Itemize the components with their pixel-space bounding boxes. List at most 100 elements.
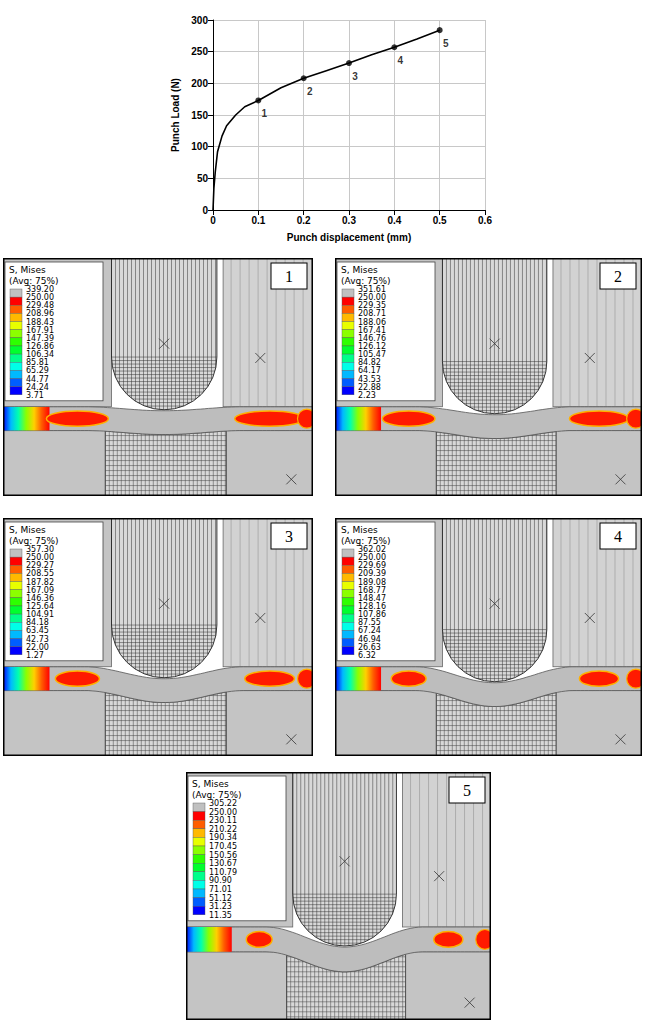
svg-text:146.76: 146.76 (358, 333, 386, 343)
svg-text:208.55: 208.55 (26, 569, 54, 579)
svg-text:167.41: 167.41 (358, 325, 386, 335)
svg-text:105.47: 105.47 (358, 350, 386, 360)
svg-text:3: 3 (352, 71, 358, 82)
svg-text:67.24: 67.24 (358, 626, 381, 636)
svg-text:(Avg: 75%): (Avg: 75%) (9, 536, 59, 546)
svg-text:300: 300 (191, 15, 208, 26)
svg-text:0.2: 0.2 (297, 215, 311, 226)
svg-text:229.27: 229.27 (26, 561, 54, 571)
svg-text:200: 200 (191, 78, 208, 89)
svg-text:3.71: 3.71 (26, 391, 44, 400)
svg-text:1: 1 (262, 108, 268, 119)
svg-text:90.90: 90.90 (209, 876, 232, 886)
svg-text:229.48: 229.48 (26, 301, 54, 311)
svg-text:1: 1 (285, 268, 293, 285)
svg-text:24.24: 24.24 (26, 382, 49, 392)
svg-text:Punch displacement (mm): Punch displacement (mm) (287, 232, 411, 243)
svg-text:65.29: 65.29 (26, 366, 49, 376)
svg-text:46.94: 46.94 (358, 634, 381, 644)
svg-text:(Avg: 75%): (Avg: 75%) (192, 790, 242, 800)
svg-text:S, Mises: S, Mises (341, 525, 378, 535)
svg-text:210.22: 210.22 (209, 824, 237, 834)
svg-text:84.18: 84.18 (26, 618, 49, 628)
svg-text:146.36: 146.36 (26, 593, 54, 603)
svg-text:250: 250 (191, 46, 208, 57)
svg-text:3: 3 (285, 528, 293, 545)
svg-text:100: 100 (191, 141, 208, 152)
svg-text:230.11: 230.11 (209, 816, 237, 826)
svg-text:11.35: 11.35 (209, 911, 232, 920)
svg-text:0.1: 0.1 (251, 215, 265, 226)
svg-text:189.08: 189.08 (358, 577, 386, 587)
svg-text:0: 0 (210, 215, 216, 226)
svg-text:S, Mises: S, Mises (9, 525, 46, 535)
svg-text:50: 50 (197, 173, 209, 184)
svg-text:188.43: 188.43 (26, 317, 54, 327)
svg-text:22.00: 22.00 (26, 642, 49, 652)
svg-text:250.00: 250.00 (26, 553, 54, 563)
svg-text:0.3: 0.3 (342, 215, 356, 226)
svg-text:(Avg: 75%): (Avg: 75%) (341, 276, 391, 286)
svg-text:63.45: 63.45 (26, 626, 49, 636)
svg-text:150.56: 150.56 (209, 850, 237, 860)
svg-text:64.17: 64.17 (358, 366, 381, 376)
svg-text:148.47: 148.47 (358, 593, 386, 603)
svg-text:4: 4 (614, 528, 622, 545)
svg-text:S, Mises: S, Mises (341, 265, 378, 275)
svg-text:22.88: 22.88 (358, 382, 381, 392)
svg-text:250.00: 250.00 (358, 293, 386, 303)
svg-text:85.81: 85.81 (26, 358, 49, 368)
svg-text:126.12: 126.12 (358, 342, 386, 351)
svg-text:2: 2 (307, 86, 313, 97)
svg-text:0: 0 (202, 205, 208, 216)
svg-text:190.34: 190.34 (209, 833, 237, 843)
svg-text:126.86: 126.86 (26, 342, 54, 351)
svg-text:209.39: 209.39 (358, 569, 386, 579)
svg-text:87.55: 87.55 (358, 618, 381, 628)
svg-text:339.20: 339.20 (26, 285, 54, 294)
svg-text:104.91: 104.91 (26, 610, 54, 620)
svg-text:357.30: 357.30 (26, 545, 54, 554)
svg-text:208.71: 208.71 (358, 309, 386, 319)
svg-text:208.96: 208.96 (26, 309, 54, 319)
svg-text:31.23: 31.23 (209, 902, 232, 912)
svg-text:(Avg: 75%): (Avg: 75%) (341, 536, 391, 546)
svg-text:147.39: 147.39 (26, 333, 54, 343)
svg-text:130.67: 130.67 (209, 859, 237, 869)
svg-text:51.12: 51.12 (209, 893, 232, 903)
svg-text:6.32: 6.32 (358, 651, 376, 660)
svg-text:188.06: 188.06 (358, 317, 386, 327)
svg-text:4: 4 (398, 55, 404, 66)
svg-text:84.82: 84.82 (358, 358, 381, 368)
svg-text:Punch Load (N): Punch Load (N) (170, 78, 181, 152)
svg-text:0.4: 0.4 (387, 215, 401, 226)
svg-text:1.27: 1.27 (26, 651, 44, 660)
svg-text:229.35: 229.35 (358, 301, 386, 311)
svg-text:250.00: 250.00 (358, 553, 386, 563)
svg-text:167.91: 167.91 (26, 325, 54, 335)
svg-text:150: 150 (191, 110, 208, 121)
svg-text:44.77: 44.77 (26, 374, 49, 384)
svg-text:5: 5 (443, 38, 449, 49)
svg-text:106.34: 106.34 (26, 350, 54, 360)
svg-text:110.79: 110.79 (209, 867, 237, 877)
svg-text:351.61: 351.61 (358, 285, 386, 294)
svg-text:(Avg: 75%): (Avg: 75%) (9, 276, 59, 286)
svg-text:26.63: 26.63 (358, 642, 381, 652)
svg-text:107.86: 107.86 (358, 610, 386, 620)
svg-text:187.82: 187.82 (26, 577, 54, 587)
svg-text:2: 2 (614, 268, 622, 285)
svg-text:250.00: 250.00 (26, 293, 54, 303)
svg-text:S, Mises: S, Mises (9, 265, 46, 275)
svg-text:43.53: 43.53 (358, 374, 381, 384)
svg-text:250.00: 250.00 (209, 807, 237, 817)
svg-text:229.69: 229.69 (358, 561, 386, 571)
svg-text:S, Mises: S, Mises (192, 779, 229, 789)
svg-text:5: 5 (463, 782, 471, 799)
svg-text:167.09: 167.09 (26, 585, 54, 595)
svg-text:0.6: 0.6 (478, 215, 492, 226)
svg-text:2.23: 2.23 (358, 391, 376, 400)
svg-text:42.73: 42.73 (26, 634, 49, 644)
svg-text:0.5: 0.5 (433, 215, 447, 226)
svg-text:168.77: 168.77 (358, 585, 386, 595)
